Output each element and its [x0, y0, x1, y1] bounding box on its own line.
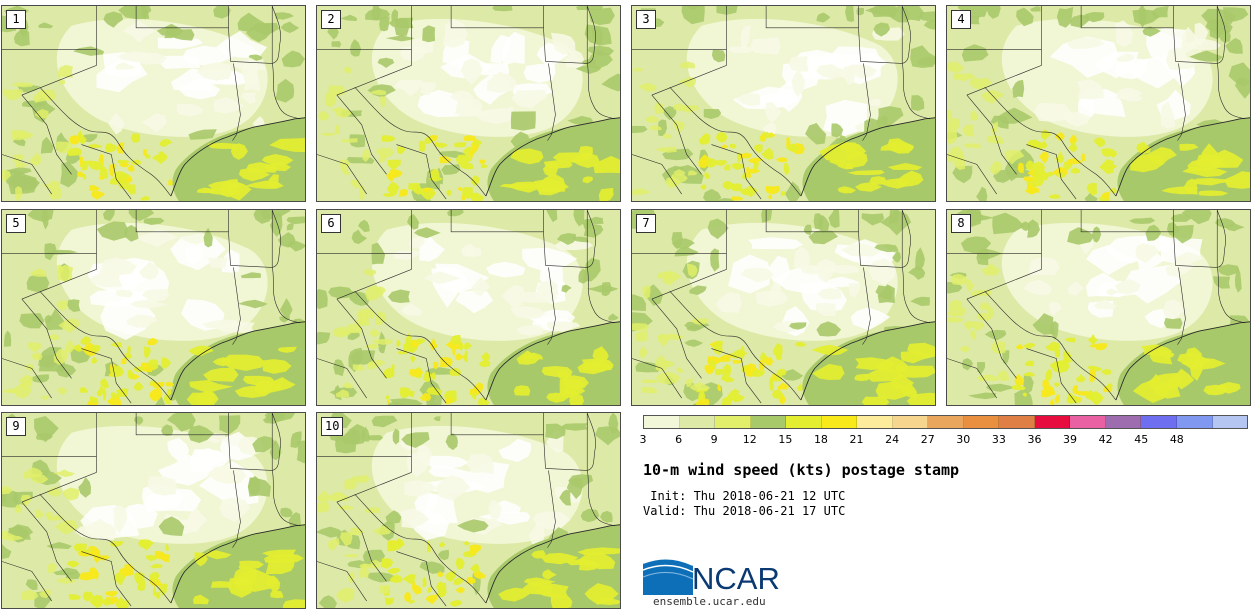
member-label: 2 [321, 10, 341, 29]
colorbar-segment [963, 416, 1000, 428]
colorbar-tick-label: 48 [1169, 433, 1184, 446]
wind-speed-map [947, 210, 1250, 405]
colorbar-segment [857, 416, 893, 428]
ensemble-member-panel-6: 6 [316, 209, 621, 406]
colorbar-segment [999, 416, 1035, 428]
ensemble-member-panel-9: 9 [1, 412, 306, 609]
ensemble-member-panel-8: 8 [946, 209, 1251, 406]
member-label: 10 [321, 417, 344, 436]
colorbar-tick-label: 9 [710, 433, 718, 446]
colorbar-tick-label: 18 [813, 433, 828, 446]
colorbar-tick-label: 24 [885, 433, 900, 446]
colorbar-tick-label: 45 [1134, 433, 1149, 446]
colorbar-tick-labels: 3 6 9 12 15 18 21 24 27 30 33 36 39 42 45 48 [639, 433, 1248, 447]
wind-speed-colorbar [643, 415, 1248, 429]
colorbar-tick-label: 27 [920, 433, 935, 446]
ensemble-member-panel-1: 1 [1, 5, 306, 202]
site-url: ensemble.ucar.edu [653, 595, 766, 608]
colorbar-tick-label: 21 [849, 433, 864, 446]
colorbar-tick-label: 30 [956, 433, 971, 446]
member-label: 6 [321, 214, 341, 233]
colorbar-tick-label: 6 [675, 433, 683, 446]
colorbar-segment [928, 416, 964, 428]
colorbar-segment [715, 416, 751, 428]
init-time: Init: Thu 2018-06-21 12 UTC [643, 489, 846, 503]
colorbar-tick-label: 15 [778, 433, 793, 446]
colorbar-segment [1141, 416, 1177, 428]
valid-time: Valid: Thu 2018-06-21 17 UTC [643, 504, 846, 518]
ncar-logo-text: NCAR [692, 561, 780, 596]
colorbar-tick-label: 39 [1063, 433, 1078, 446]
wind-speed-map [947, 6, 1250, 201]
wind-speed-map [317, 413, 620, 608]
member-label: 5 [6, 214, 26, 233]
member-label: 1 [6, 10, 26, 29]
member-label: 3 [636, 10, 656, 29]
product-title: 10-m wind speed (kts) postage stamp [643, 461, 960, 479]
ensemble-member-panel-5: 5 [1, 209, 306, 406]
colorbar-tick-label: 12 [742, 433, 757, 446]
member-label: 7 [636, 214, 656, 233]
ensemble-member-panel-10: 10 [316, 412, 621, 609]
colorbar-segment [821, 416, 858, 428]
member-label: 4 [951, 10, 971, 29]
ensemble-member-panel-2: 2 [316, 5, 621, 202]
colorbar-segment [1212, 416, 1248, 428]
colorbar-tick-label: 33 [991, 433, 1006, 446]
wind-speed-map [632, 6, 935, 201]
ensemble-member-panel-7: 7 [631, 209, 936, 406]
colorbar-segment [1176, 416, 1213, 428]
colorbar-segment [1034, 416, 1071, 428]
ensemble-member-panel-3: 3 [631, 5, 936, 202]
wind-speed-map [632, 210, 935, 405]
colorbar-segment [644, 416, 680, 428]
wind-speed-map [2, 413, 305, 608]
colorbar-tick-label: 36 [1027, 433, 1042, 446]
colorbar-tick-label: 42 [1098, 433, 1113, 446]
ncar-logo-icon [643, 557, 694, 595]
colorbar-tick-label: 3 [639, 433, 647, 446]
wind-speed-map [2, 6, 305, 201]
colorbar-segment [679, 416, 716, 428]
colorbar-segment [892, 416, 929, 428]
colorbar-segment [750, 416, 787, 428]
colorbar-segment [1070, 416, 1106, 428]
ensemble-member-panel-4: 4 [946, 5, 1251, 202]
wind-speed-map [317, 210, 620, 405]
member-label: 9 [6, 417, 26, 436]
colorbar-segment [1105, 416, 1142, 428]
colorbar-segment [786, 416, 822, 428]
wind-speed-map [2, 210, 305, 405]
wind-speed-map [317, 6, 620, 201]
member-label: 8 [951, 214, 971, 233]
